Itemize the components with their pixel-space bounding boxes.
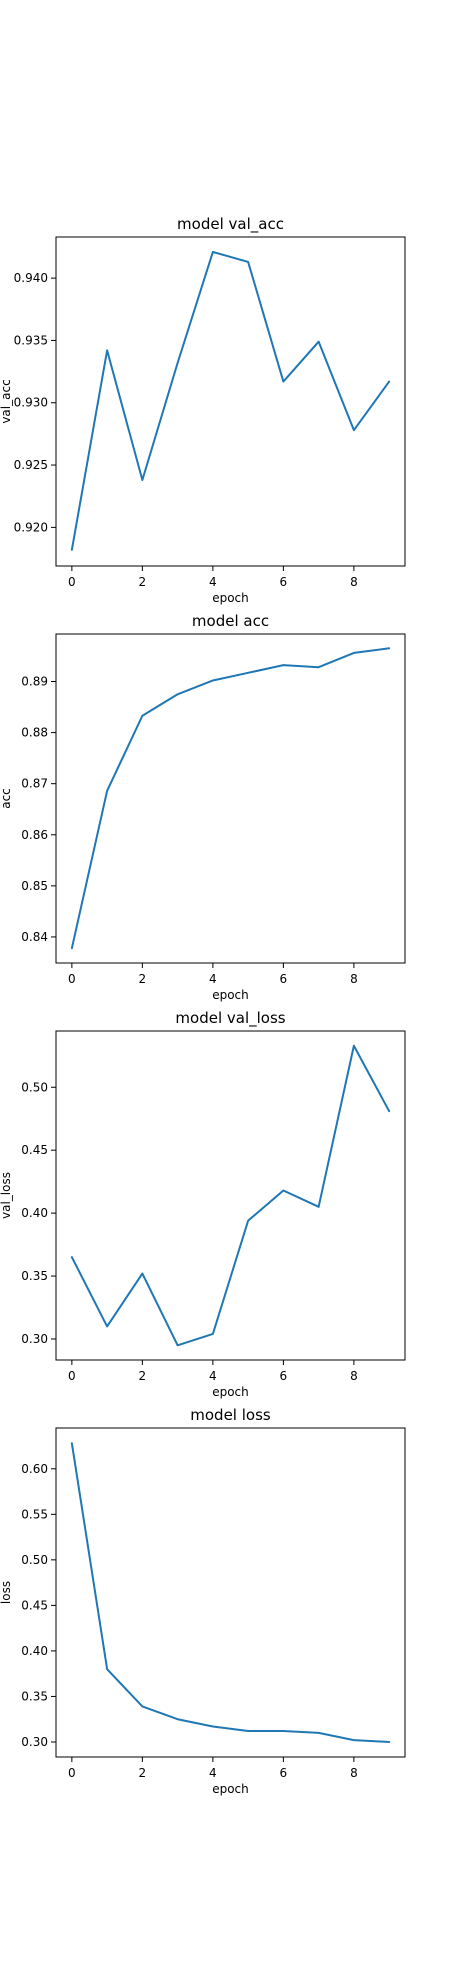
x-axis-label: epoch [212,591,249,605]
y-tick-label: 0.35 [21,1269,48,1283]
x-tick-label: 2 [139,1766,147,1780]
y-tick-label: 0.88 [21,726,48,740]
y-tick-label: 0.40 [21,1206,48,1220]
x-tick-label: 2 [139,575,147,589]
chart-title: model acc [192,612,269,630]
y-axis-label: loss [0,1581,13,1604]
y-tick-label: 0.940 [14,271,48,285]
x-tick-label: 4 [209,972,217,986]
plot-frame [55,1427,406,1758]
x-tick-label: 8 [350,1766,358,1780]
chart-2: model acc 0 2 4 6 8 0.84 0.85 0.86 0.87 0.88 0.89 ep… [0,612,406,1002]
x-tick-label: 8 [350,575,358,589]
y-tick-label: 0.86 [21,828,48,842]
y-tick-label: 0.925 [14,458,48,472]
y-tick-label: 0.935 [14,333,48,347]
x-axis-label: epoch [212,988,249,1002]
x-tick-label: 2 [139,1369,147,1383]
y-tick-label: 0.50 [21,1080,48,1094]
y-tick-label: 0.85 [21,879,48,893]
y-tick-label: 0.87 [21,777,48,791]
y-tick-label: 0.30 [21,1332,48,1346]
x-tick-label: 2 [139,972,147,986]
x-tick-label: 8 [350,972,358,986]
chart-title: model loss [190,1406,271,1424]
y-tick-label: 0.50 [21,1553,48,1567]
x-tick-label: 0 [68,575,76,589]
y-axis-label: acc [0,788,13,809]
x-tick-label: 6 [280,972,288,986]
x-axis-label: epoch [212,1782,249,1796]
y-tick-label: 0.35 [21,1689,48,1703]
plot-frame [55,1030,406,1361]
series-line [70,250,391,551]
x-tick-label: 4 [209,575,217,589]
x-tick-label: 0 [68,972,76,986]
y-tick-label: 0.920 [14,520,48,534]
series-line [70,1044,391,1347]
y-tick-label: 0.55 [21,1507,48,1521]
x-axis-label: epoch [212,1385,249,1399]
x-tick-label: 6 [280,1766,288,1780]
x-tick-label: 0 [68,1766,76,1780]
chart-3: model val_loss 0 2 4 6 8 0.30 0.35 0.40 0.45 0.50 e… [0,1009,406,1399]
y-tick-label: 0.84 [21,930,48,944]
chart-1: model val_acc 0 2 4 6 8 0.920 0.925 0.930 0.935 0.… [0,215,406,605]
series-line [70,1442,391,1743]
x-tick-label: 4 [209,1766,217,1780]
chart-4: model loss 0 2 4 6 8 0.30 0.35 0.40 0.45 0.50 0.55 0… [0,1406,406,1796]
x-tick-label: 4 [209,1369,217,1383]
chart-title: model val_loss [175,1009,285,1028]
y-tick-label: 0.40 [21,1644,48,1658]
series-line [70,647,391,950]
x-tick-label: 6 [280,1369,288,1383]
x-tick-label: 6 [280,575,288,589]
y-axis-label: val_loss [0,1172,13,1219]
y-tick-label: 0.89 [21,675,48,689]
plot-frame [55,236,406,567]
y-tick-label: 0.30 [21,1735,48,1749]
y-tick-label: 0.45 [21,1143,48,1157]
x-tick-label: 8 [350,1369,358,1383]
y-tick-label: 0.930 [14,396,48,410]
plot-frame [55,633,406,964]
y-tick-label: 0.45 [21,1598,48,1612]
y-tick-label: 0.60 [21,1462,48,1476]
x-tick-label: 0 [68,1369,76,1383]
y-axis-label: val_acc [0,379,13,423]
chart-title: model val_acc [177,215,284,234]
